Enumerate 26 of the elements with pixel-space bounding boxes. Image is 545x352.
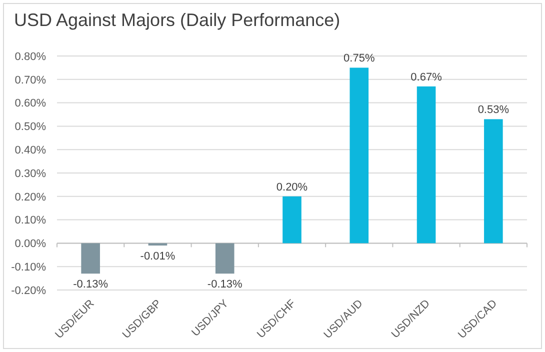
y-tick-label: 0.30%: [14, 168, 46, 180]
data-label: 0.53%: [478, 104, 510, 116]
data-label: 0.75%: [344, 52, 375, 65]
y-tick-label: -0.20%: [11, 284, 46, 297]
chart-title: USD Against Majors (Daily Performance): [14, 10, 340, 30]
y-tick-label: -0.10%: [11, 261, 46, 274]
data-label: -0.13%: [207, 278, 242, 291]
bar: [215, 243, 234, 274]
y-tick-label: 0.60%: [14, 98, 46, 110]
y-tick-label: 0.50%: [14, 121, 46, 134]
y-tick-label: 0.40%: [14, 144, 46, 156]
data-label: -0.01%: [140, 250, 176, 263]
bar: [416, 86, 436, 244]
bar: [484, 119, 503, 244]
y-tick-label: 0.80%: [14, 50, 46, 63]
y-tick-label: 0.70%: [14, 74, 46, 86]
bar: [81, 243, 100, 274]
bar: [350, 68, 369, 244]
y-tick-label: 0.00%: [14, 238, 46, 250]
data-label: 0.67%: [410, 71, 442, 84]
data-label: 0.20%: [276, 181, 308, 194]
y-tick-label: 0.10%: [14, 214, 46, 227]
bar: [282, 196, 302, 244]
data-label: -0.13%: [73, 278, 108, 291]
y-tick-label: 0.20%: [14, 191, 46, 204]
bar: [148, 243, 168, 246]
